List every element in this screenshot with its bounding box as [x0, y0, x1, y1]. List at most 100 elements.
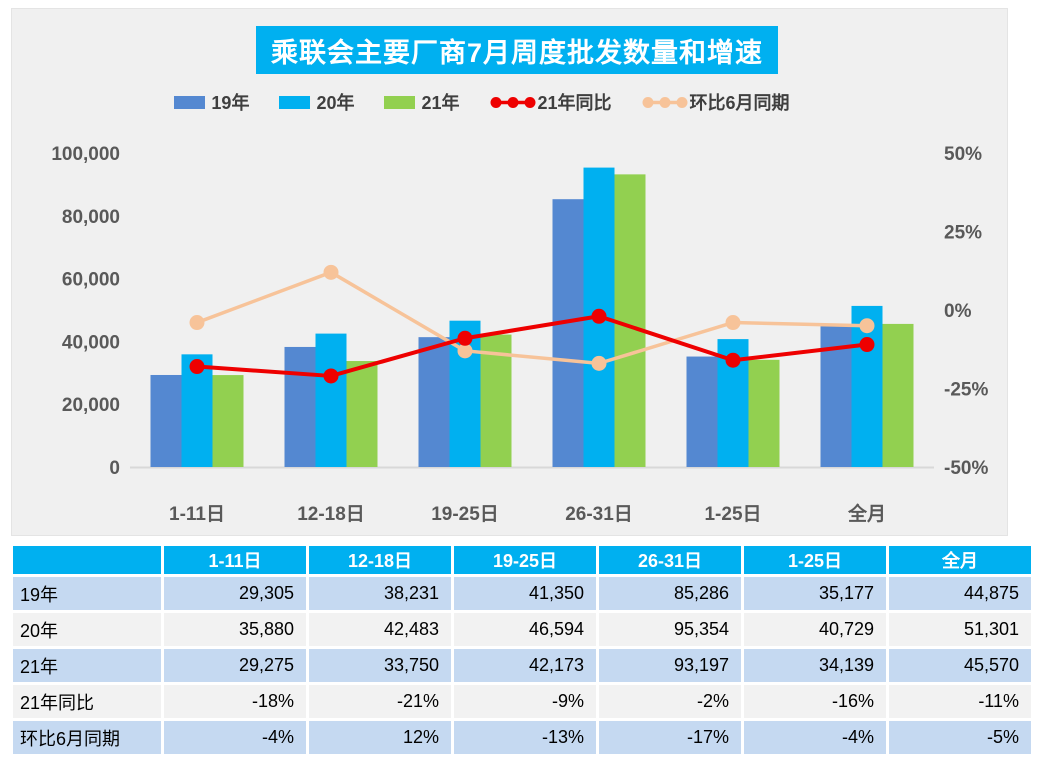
bar-21年-1-25日: [748, 359, 780, 467]
value-cell: -4%: [744, 721, 886, 754]
line-21年同比: [195, 314, 869, 378]
left-axis-tick: 0: [109, 458, 120, 479]
table-header-row: 1-11日 12-18日 19-25日 26-31日 1-25日 全月: [13, 546, 1031, 574]
right-axis-tick: -25%: [944, 380, 988, 401]
bar-21年-1-11日: [212, 375, 244, 467]
marker-21年同比-12-18日: [323, 368, 339, 384]
bar-19年-19-25日: [418, 337, 450, 467]
left-axis-tick: 60,000: [62, 270, 120, 291]
marker-21年同比-全月: [859, 337, 875, 353]
value-cell: 35,177: [744, 577, 886, 610]
right-axis-tick: 50%: [944, 144, 982, 165]
legend-item-21年: 21年: [384, 89, 460, 115]
right-axis-tick: -50%: [944, 458, 988, 479]
left-axis-tick: 20,000: [62, 395, 120, 416]
value-cell: 95,354: [599, 613, 741, 646]
value-cell: 41,350: [454, 577, 596, 610]
value-cell: 46,594: [454, 613, 596, 646]
value-cell: 35,880: [164, 613, 306, 646]
table-header-cell: 1-25日: [744, 546, 886, 574]
row-label-cell: 19年: [13, 577, 161, 610]
bar-19年-1-25日: [686, 356, 718, 467]
marker-21年同比-1-25日: [725, 352, 741, 368]
value-cell: 51,301: [889, 613, 1031, 646]
x-axis-category: 1-25日: [704, 504, 761, 525]
legend-label: 19年: [211, 93, 250, 113]
bar-21年-12-18日: [346, 361, 378, 467]
bar-20年-12-18日: [315, 333, 347, 467]
legend-item-环比6月同期: 环比6月同期: [642, 89, 790, 115]
bar-19年-1-11日: [150, 374, 182, 467]
bar-19年-26-31日: [552, 199, 584, 467]
table-header-cell: 1-11日: [164, 546, 306, 574]
legend-label: 20年: [316, 93, 355, 113]
bar-21年-26-31日: [614, 174, 646, 467]
chart-title: 乘联会主要厂商7月周度批发数量和增速: [256, 26, 778, 74]
value-cell: -5%: [889, 721, 1031, 754]
marker-环比6月同期-26-31日: [591, 355, 607, 371]
value-cell: -4%: [164, 721, 306, 754]
value-cell: 33,750: [309, 649, 451, 682]
row-label-cell: 21年同比: [13, 685, 161, 718]
legend-item-21年同比: 21年同比: [490, 89, 612, 115]
x-axis-category: 19-25日: [431, 504, 499, 525]
value-cell: 29,275: [164, 649, 306, 682]
value-cell: 85,286: [599, 577, 741, 610]
bar-19年-12-18日: [284, 346, 316, 467]
row-label-cell: 20年: [13, 613, 161, 646]
table-header-cell: 26-31日: [599, 546, 741, 574]
marker-环比6月同期-1-25日: [725, 315, 741, 331]
value-cell: -18%: [164, 685, 306, 718]
bar-21年-全月: [882, 323, 914, 467]
value-cell: 45,570: [889, 649, 1031, 682]
table-header-cell: [13, 546, 161, 574]
legend-line-swatch-icon: [490, 96, 536, 108]
left-axis-tick: 100,000: [51, 144, 120, 165]
marker-21年同比-19-25日: [457, 330, 473, 346]
chart-canvas: 0 20,000 40,000 60,000 80,000 100,000 -50% -25%…: [51, 144, 988, 525]
value-cell: 34,139: [744, 649, 886, 682]
table-row-21年同比: 21年同比 -18% -21% -9% -2% -16% -11%: [13, 685, 1031, 718]
legend-line-swatch-icon: [642, 96, 688, 108]
legend-item-20年: 20年: [279, 89, 354, 115]
legend-swatch-icon: [279, 95, 311, 109]
table-header-cell: 19-25日: [454, 546, 596, 574]
value-cell: 29,305: [164, 577, 306, 610]
right-axis-tick: 0%: [944, 301, 972, 322]
value-cell: -9%: [454, 685, 596, 718]
x-axis-category: 12-18日: [297, 504, 365, 525]
table-row-21年: 21年 29,275 33,750 42,173 93,197 34,139 45,570: [13, 649, 1031, 682]
left-axis-tick: 80,000: [62, 207, 120, 228]
row-label-cell: 21年: [13, 649, 161, 682]
value-cell: -21%: [309, 685, 451, 718]
data-table: 1-11日 12-18日 19-25日 26-31日 1-25日 全月 19年 29,305…: [10, 543, 1034, 757]
right-axis-tick: 25%: [944, 223, 982, 244]
value-cell: 38,231: [309, 577, 451, 610]
x-axis-category: 1-11日: [169, 504, 225, 525]
table-row-20年: 20年 35,880 42,483 46,594 95,354 40,729 51,301: [13, 613, 1031, 646]
legend-label: 21年同比: [537, 93, 612, 113]
marker-环比6月同期-12-18日: [323, 264, 339, 280]
value-cell: -2%: [599, 685, 741, 718]
marker-环比6月同期-19-25日: [457, 343, 473, 359]
value-cell: 44,875: [889, 577, 1031, 610]
value-cell: 42,483: [309, 613, 451, 646]
chart-panel: 0 20,000 40,000 60,000 80,000 100,000 -50% -25%…: [11, 8, 1008, 536]
value-cell: -17%: [599, 721, 741, 754]
table-row-环比6月同期: 环比6月同期 -4% 12% -13% -17% -4% -5%: [13, 721, 1031, 754]
value-cell: 12%: [309, 721, 451, 754]
legend-label: 环比6月同期: [689, 93, 790, 113]
x-axis-category: 26-31日: [565, 504, 633, 525]
legend-item-19年: 19年: [174, 89, 249, 115]
x-axis-category: 全月: [847, 502, 886, 525]
value-cell: 42,173: [454, 649, 596, 682]
chart-legend: 19年 20年 21年 21年同比 环比6月同期: [12, 89, 1007, 115]
table-header-cell: 12-18日: [309, 546, 451, 574]
table-header-cell: 全月: [889, 546, 1031, 574]
line-环比6月同期: [195, 270, 869, 366]
legend-swatch-icon: [384, 95, 416, 109]
row-label-cell: 环比6月同期: [13, 721, 161, 754]
marker-21年同比-1-11日: [189, 359, 205, 375]
bar-21年-19-25日: [480, 334, 512, 467]
marker-环比6月同期-1-11日: [189, 315, 205, 331]
